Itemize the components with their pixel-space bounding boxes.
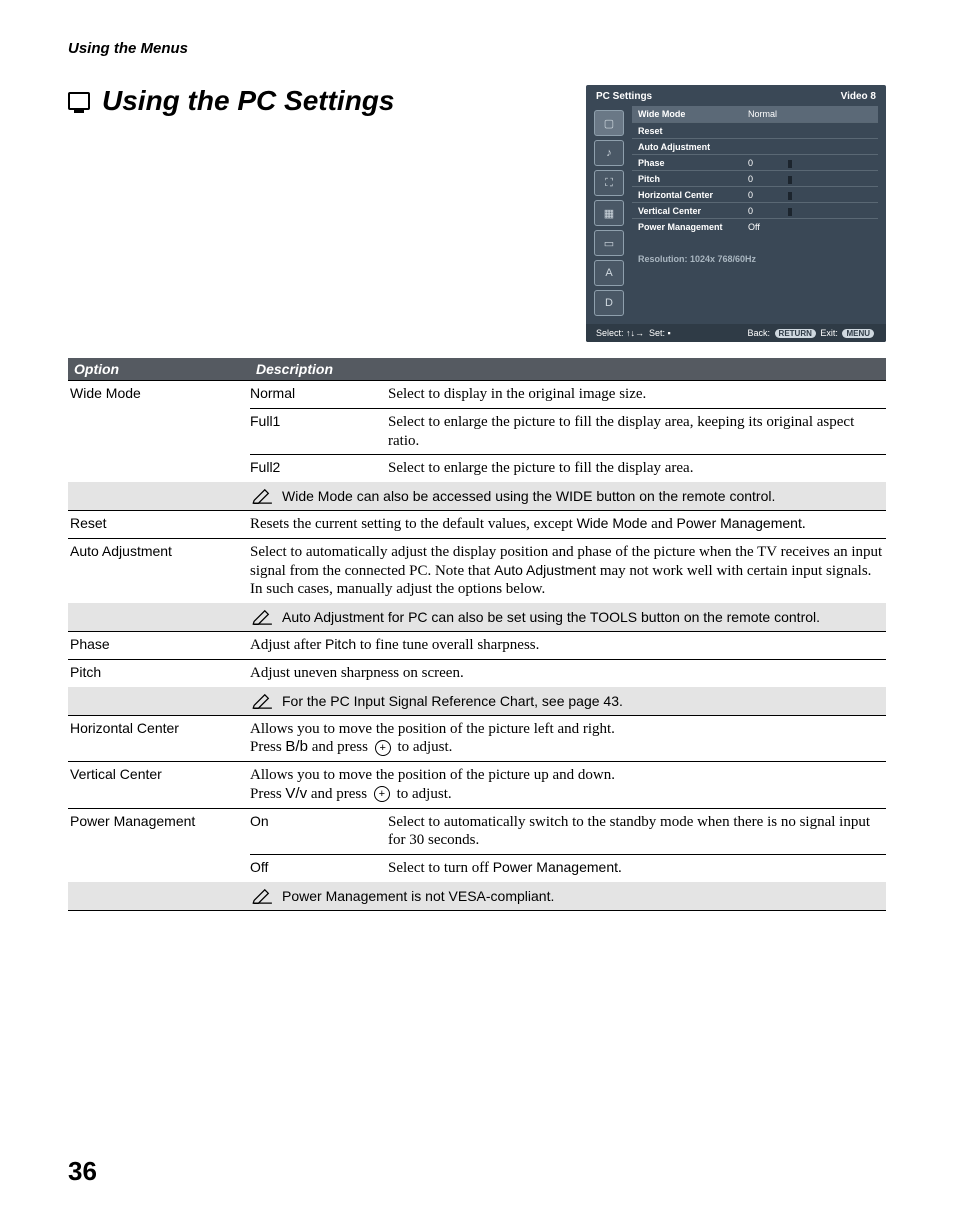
option-horizontal-center: Horizontal Center bbox=[68, 715, 250, 762]
page-number: 36 bbox=[68, 1156, 97, 1187]
suboption-off: Off bbox=[250, 855, 388, 882]
desc-full2: Select to enlarge the picture to fill th… bbox=[388, 455, 886, 482]
osd-row-label: Power Management bbox=[638, 222, 748, 232]
osd-row-value: Normal bbox=[748, 109, 788, 119]
osd-row-label: Vertical Center bbox=[638, 206, 748, 216]
osd-row-label: Auto Adjustment bbox=[638, 142, 748, 152]
note-pitch: For the PC Input Signal Reference Chart,… bbox=[282, 693, 623, 709]
suboption-on: On bbox=[250, 808, 388, 855]
option-pitch: Pitch bbox=[68, 659, 250, 686]
desc-phase: Adjust after Pitch to fine tune overall … bbox=[250, 632, 886, 660]
osd-icon-pc: ▭ bbox=[594, 230, 624, 256]
osd-icon-digital: D bbox=[594, 290, 624, 316]
osd-icon-picture: ▢ bbox=[594, 110, 624, 136]
table-head-option: Option bbox=[68, 358, 250, 381]
note-power-management: Power Management is not VESA-compliant. bbox=[282, 888, 554, 904]
desc-auto-adjustment: Select to automatically adjust the displ… bbox=[250, 538, 886, 603]
option-reset: Reset bbox=[68, 511, 250, 539]
osd-sidebar-icons: ▢ ♪ ⛶ ▦ ▭ A D bbox=[586, 106, 632, 324]
note-auto-adjustment: Auto Adjustment for PC can also be set u… bbox=[282, 609, 820, 625]
osd-row-value: 0 bbox=[748, 190, 788, 200]
osd-title: PC Settings bbox=[596, 91, 652, 102]
settings-table: Option Description Wide Mode Normal Sele… bbox=[68, 358, 886, 911]
section-title: Using the PC Settings bbox=[102, 85, 394, 117]
note-wide-mode: Wide Mode can also be accessed using the… bbox=[282, 488, 775, 504]
osd-row-value: 0 bbox=[748, 158, 788, 168]
note-icon bbox=[252, 488, 274, 504]
osd-screenshot: PC Settings Video 8 ▢ ♪ ⛶ ▦ ▭ A D Wide M… bbox=[586, 85, 886, 342]
osd-icon-sound: ♪ bbox=[594, 140, 624, 166]
suboption-full2: Full2 bbox=[250, 455, 388, 482]
option-wide-mode: Wide Mode bbox=[68, 381, 250, 483]
osd-row-value: Off bbox=[748, 222, 788, 232]
enter-button-icon: + bbox=[375, 740, 391, 756]
osd-resolution: Resolution: 1024x 768/60Hz bbox=[632, 234, 878, 272]
desc-full1: Select to enlarge the picture to fill th… bbox=[388, 408, 886, 455]
suboption-normal: Normal bbox=[250, 381, 388, 409]
desc-vertical-center: Allows you to move the position of the p… bbox=[250, 762, 886, 809]
osd-source: Video 8 bbox=[841, 91, 876, 102]
desc-off: Select to turn off Power Management. bbox=[388, 855, 886, 882]
suboption-full1: Full1 bbox=[250, 408, 388, 455]
note-icon bbox=[252, 609, 274, 625]
desc-horizontal-center: Allows you to move the position of the p… bbox=[250, 715, 886, 762]
chapter-heading: Using the Menus bbox=[68, 40, 886, 57]
option-vertical-center: Vertical Center bbox=[68, 762, 250, 809]
table-head-description: Description bbox=[250, 358, 886, 381]
osd-row-label: Pitch bbox=[638, 174, 748, 184]
desc-pitch: Adjust uneven sharpness on screen. bbox=[250, 659, 886, 686]
osd-row-label: Wide Mode bbox=[638, 109, 748, 119]
monitor-icon bbox=[68, 92, 90, 110]
option-phase: Phase bbox=[68, 632, 250, 660]
osd-row-value: 0 bbox=[748, 174, 788, 184]
desc-on: Select to automatically switch to the st… bbox=[388, 808, 886, 855]
osd-row-label: Phase bbox=[638, 158, 748, 168]
osd-row-value: 0 bbox=[748, 206, 788, 216]
osd-icon-channel: ▦ bbox=[594, 200, 624, 226]
osd-footer: Select: ↑↓→ Set: ▪ Back: RETURN Exit: ME… bbox=[586, 324, 886, 342]
option-auto-adjustment: Auto Adjustment bbox=[68, 538, 250, 603]
note-icon bbox=[252, 888, 274, 904]
enter-button-icon: + bbox=[374, 786, 390, 802]
osd-icon-screen: ⛶ bbox=[594, 170, 624, 196]
note-icon bbox=[252, 693, 274, 709]
osd-icon-analog: A bbox=[594, 260, 624, 286]
desc-normal: Select to display in the original image … bbox=[388, 381, 886, 409]
osd-list: Wide ModeNormal Reset Auto Adjustment Ph… bbox=[632, 106, 886, 324]
option-power-management: Power Management bbox=[68, 808, 250, 882]
osd-row-label: Horizontal Center bbox=[638, 190, 748, 200]
osd-row-label: Reset bbox=[638, 126, 748, 136]
desc-reset: Resets the current setting to the defaul… bbox=[250, 511, 886, 539]
